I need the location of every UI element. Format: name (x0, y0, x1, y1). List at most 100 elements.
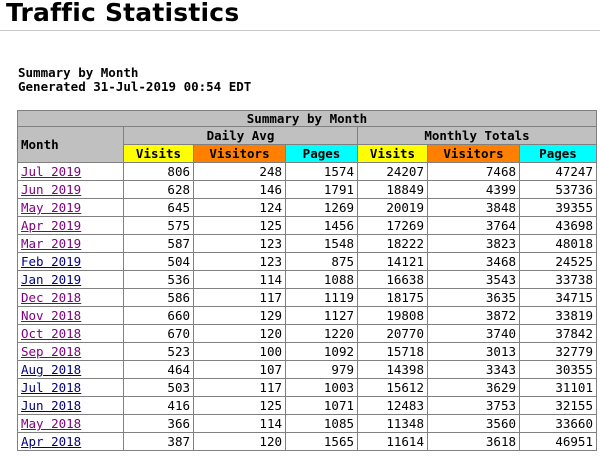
table-row: Dec 2018 586 117 1119 18175 3635 34715 (17, 288, 597, 307)
daily-visits-cell: 645 (123, 198, 194, 217)
monthly-visitors-cell: 3753 (427, 396, 520, 415)
monthly-pages-cell: 46951 (519, 432, 597, 451)
daily-visits-cell: 523 (123, 342, 194, 361)
daily-visits-cell: 806 (123, 162, 194, 181)
month-link[interactable]: Jun 2018 (21, 398, 82, 413)
monthly-visits-cell: 14398 (357, 360, 428, 379)
monthly-visits-cell: 12483 (357, 396, 428, 415)
monthly-visitors-cell: 3740 (427, 324, 520, 343)
daily-visits-header: Visits (123, 144, 194, 163)
daily-pages-cell: 1220 (285, 324, 358, 343)
table-row: Nov 2018 660 129 1127 19808 3872 33819 (17, 306, 597, 325)
month-link[interactable]: Apr 2019 (21, 218, 82, 233)
daily-visitors-cell: 123 (193, 252, 286, 271)
daily-pages-cell: 1269 (285, 198, 358, 217)
title-divider (0, 30, 600, 31)
table-row: May 2018 366 114 1085 11348 3560 33660 (17, 414, 597, 433)
month-link[interactable]: Dec 2018 (21, 290, 82, 305)
month-link[interactable]: Jun 2019 (21, 182, 82, 197)
daily-visitors-cell: 120 (193, 324, 286, 343)
monthly-visits-cell: 14121 (357, 252, 428, 271)
table-row: Jul 2019 806 248 1574 24207 7468 47247 (17, 162, 597, 181)
summary-header: Summary by Month Generated 31-Jul-2019 0… (18, 66, 251, 94)
daily-visitors-cell: 100 (193, 342, 286, 361)
daily-avg-header: Daily Avg (123, 126, 358, 145)
monthly-pages-header: Pages (519, 144, 597, 163)
daily-pages-cell: 1003 (285, 378, 358, 397)
table-row: Jun 2019 628 146 1791 18849 4399 53736 (17, 180, 597, 199)
monthly-visits-cell: 18222 (357, 234, 428, 253)
month-link[interactable]: Apr 2018 (21, 434, 82, 449)
month-cell: Apr 2019 (17, 216, 124, 235)
monthly-visitors-cell: 3872 (427, 306, 520, 325)
daily-visitors-cell: 117 (193, 288, 286, 307)
daily-visitors-cell: 117 (193, 378, 286, 397)
daily-pages-cell: 1574 (285, 162, 358, 181)
month-link[interactable]: Jan 2019 (21, 272, 82, 287)
daily-pages-cell: 1085 (285, 414, 358, 433)
daily-visitors-cell: 124 (193, 198, 286, 217)
monthly-pages-cell: 33738 (519, 270, 597, 289)
daily-visitors-header: Visitors (193, 144, 286, 163)
month-cell: Aug 2018 (17, 360, 124, 379)
month-cell: Feb 2019 (17, 252, 124, 271)
daily-visitors-cell: 107 (193, 360, 286, 379)
month-cell: Oct 2018 (17, 324, 124, 343)
monthly-visitors-cell: 3560 (427, 414, 520, 433)
daily-visits-cell: 504 (123, 252, 194, 271)
month-link[interactable]: May 2018 (21, 416, 82, 431)
monthly-visits-cell: 18175 (357, 288, 428, 307)
month-link[interactable]: Mar 2019 (21, 236, 82, 251)
daily-pages-header: Pages (285, 144, 358, 163)
month-link[interactable]: Oct 2018 (21, 326, 82, 341)
month-cell: Sep 2018 (17, 342, 124, 361)
month-link[interactable]: Jul 2019 (21, 164, 82, 179)
month-link[interactable]: Jul 2018 (21, 380, 82, 395)
monthly-visits-header: Visits (357, 144, 428, 163)
daily-visits-cell: 366 (123, 414, 194, 433)
daily-visits-cell: 586 (123, 288, 194, 307)
monthly-pages-cell: 32155 (519, 396, 597, 415)
daily-pages-cell: 1088 (285, 270, 358, 289)
monthly-pages-cell: 31101 (519, 378, 597, 397)
month-link[interactable]: Aug 2018 (21, 362, 82, 377)
month-link[interactable]: Sep 2018 (21, 344, 82, 359)
month-link[interactable]: Nov 2018 (21, 308, 82, 323)
table-caption: Summary by Month (17, 110, 597, 127)
monthly-totals-header: Monthly Totals (357, 126, 597, 145)
daily-visitors-cell: 114 (193, 414, 286, 433)
daily-pages-cell: 1548 (285, 234, 358, 253)
daily-pages-cell: 1565 (285, 432, 358, 451)
daily-visits-cell: 387 (123, 432, 194, 451)
table-row: Mar 2019 587 123 1548 18222 3823 48018 (17, 234, 597, 253)
monthly-pages-cell: 32779 (519, 342, 597, 361)
monthly-visitors-header: Visitors (427, 144, 520, 163)
daily-pages-cell: 1127 (285, 306, 358, 325)
month-link[interactable]: May 2019 (21, 200, 82, 215)
daily-pages-cell: 1791 (285, 180, 358, 199)
daily-pages-cell: 1119 (285, 288, 358, 307)
month-cell: Dec 2018 (17, 288, 124, 307)
monthly-pages-cell: 47247 (519, 162, 597, 181)
table-row: Feb 2019 504 123 875 14121 3468 24525 (17, 252, 597, 271)
monthly-pages-cell: 53736 (519, 180, 597, 199)
daily-visits-cell: 670 (123, 324, 194, 343)
table-row: Jul 2018 503 117 1003 15612 3629 31101 (17, 378, 597, 397)
daily-visits-cell: 660 (123, 306, 194, 325)
daily-visitors-cell: 114 (193, 270, 286, 289)
daily-visitors-cell: 123 (193, 234, 286, 253)
daily-visitors-cell: 129 (193, 306, 286, 325)
monthly-pages-cell: 37842 (519, 324, 597, 343)
monthly-visits-cell: 11614 (357, 432, 428, 451)
table-row: Apr 2018 387 120 1565 11614 3618 46951 (17, 432, 597, 451)
month-link[interactable]: Feb 2019 (21, 254, 82, 269)
table-row: May 2019 645 124 1269 20019 3848 39355 (17, 198, 597, 217)
table-row: Jan 2019 536 114 1088 16638 3543 33738 (17, 270, 597, 289)
monthly-pages-cell: 33819 (519, 306, 597, 325)
generated-timestamp: Generated 31-Jul-2019 00:54 EDT (18, 79, 252, 94)
monthly-pages-cell: 34715 (519, 288, 597, 307)
month-column-header: Month (17, 126, 124, 163)
monthly-visits-cell: 17269 (357, 216, 428, 235)
table-row: Oct 2018 670 120 1220 20770 3740 37842 (17, 324, 597, 343)
monthly-visits-cell: 15718 (357, 342, 428, 361)
